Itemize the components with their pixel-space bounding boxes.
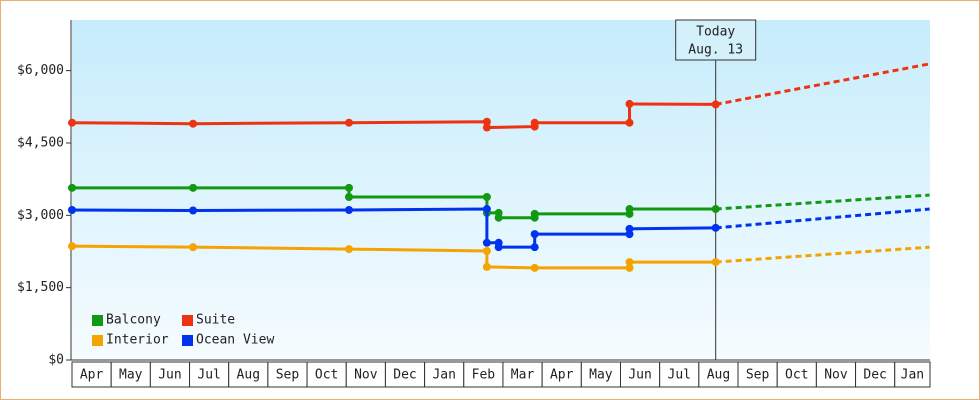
month-cell	[424, 361, 465, 388]
point	[530, 243, 539, 252]
legend-label: Ocean View	[196, 333, 274, 348]
x-tick-label: Sep	[746, 368, 770, 383]
x-tick-label: May	[589, 368, 613, 383]
x-tick-label: Dec	[863, 368, 886, 383]
point	[625, 99, 634, 108]
point	[344, 206, 353, 215]
point	[530, 263, 539, 272]
month-cell	[619, 361, 661, 388]
month-cell	[149, 361, 191, 388]
point	[625, 205, 634, 214]
point	[711, 100, 720, 109]
x-tick-label: Nov	[354, 368, 378, 383]
x-tick-label: Apr	[80, 368, 104, 383]
legend-swatch	[92, 315, 103, 326]
point	[344, 118, 353, 127]
point	[344, 183, 353, 192]
point	[482, 123, 491, 132]
x-tick-label: Jul	[197, 368, 220, 383]
point	[711, 258, 720, 267]
point	[68, 242, 76, 251]
x-tick-label: Sep	[276, 368, 300, 383]
x-tick-label: Feb	[472, 368, 496, 383]
point	[482, 192, 491, 201]
y-tick-label: $6,000	[17, 63, 64, 78]
month-cell	[228, 361, 269, 388]
month-cell	[541, 361, 582, 388]
point	[189, 183, 198, 192]
plot-area	[72, 20, 930, 360]
month-cell	[502, 361, 543, 388]
x-tick-label: Oct	[315, 368, 338, 383]
legend-swatch	[182, 335, 193, 346]
point	[189, 206, 198, 215]
month-cell	[815, 361, 857, 388]
x-tick-label: Nov	[824, 368, 848, 383]
point	[711, 223, 720, 232]
x-tick-label: May	[119, 368, 143, 383]
y-tick-label: $1,500	[17, 280, 64, 295]
point	[625, 263, 634, 272]
month-cell	[737, 361, 778, 388]
point	[344, 245, 353, 254]
point	[189, 119, 198, 128]
point	[482, 238, 491, 247]
point	[530, 230, 539, 239]
point	[68, 206, 76, 215]
series-line	[71, 102, 716, 130]
point	[482, 262, 491, 271]
month-cell	[659, 361, 700, 388]
x-tick-label: Jun	[158, 368, 181, 383]
x-tick-label: Jan	[901, 368, 924, 383]
point	[625, 258, 634, 267]
point	[530, 118, 539, 127]
x-tick-label: Apr	[550, 368, 574, 383]
point	[494, 243, 503, 252]
y-tick-label: $4,500	[17, 135, 64, 150]
point	[482, 247, 491, 256]
x-tick-label: Aug	[707, 368, 730, 383]
legend-swatch	[92, 335, 103, 346]
point	[482, 117, 491, 126]
point	[530, 209, 539, 218]
x-tick-label: Oct	[785, 368, 808, 383]
today-box	[675, 19, 757, 61]
point	[68, 118, 76, 127]
x-tick-label: Aug	[237, 368, 260, 383]
month-cell	[110, 361, 151, 388]
x-tick-label: Mar	[511, 368, 535, 383]
today-label: Today	[696, 25, 735, 40]
point	[189, 243, 198, 252]
point	[625, 224, 634, 233]
point	[711, 205, 720, 214]
x-tick-label: Jul	[668, 368, 691, 383]
month-cell	[894, 361, 931, 388]
forecast-line	[715, 62, 930, 106]
month-cell	[855, 361, 896, 388]
x-tick-label: Jun	[628, 368, 651, 383]
point	[494, 213, 503, 222]
point	[482, 205, 491, 214]
point	[68, 183, 76, 192]
today-label: Aug. 13	[688, 43, 743, 58]
legend-label: Balcony	[106, 313, 161, 328]
month-cell	[345, 361, 386, 388]
forecast-line	[715, 207, 930, 230]
month-cell	[71, 361, 112, 388]
forecast-line	[715, 245, 930, 264]
legend-label: Suite	[196, 313, 235, 328]
x-tick-label: Jan	[432, 368, 455, 383]
legend-label: Interior	[106, 333, 169, 348]
y-tick-label: $0	[48, 353, 64, 368]
legend-swatch	[182, 315, 193, 326]
point	[625, 118, 634, 127]
x-tick-label: Dec	[393, 368, 416, 383]
month-cell	[189, 361, 230, 388]
point	[344, 192, 353, 201]
y-tick-label: $3,000	[17, 208, 64, 223]
month-cell	[776, 361, 817, 388]
forecast-line	[715, 193, 930, 211]
